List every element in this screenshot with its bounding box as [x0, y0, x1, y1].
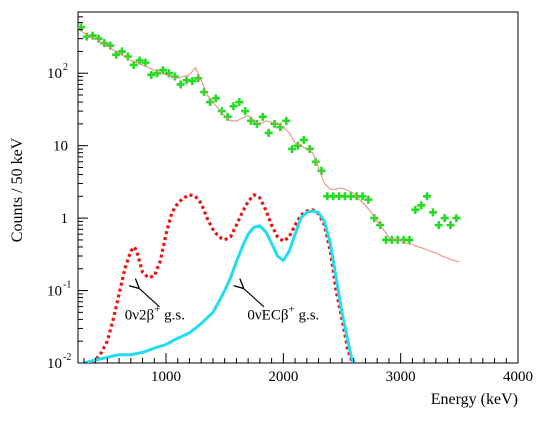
data-point-marker — [217, 107, 226, 116]
data-point-marker — [423, 192, 432, 201]
data-point-marker — [417, 201, 426, 210]
y-tick-label: 1 — [61, 211, 69, 227]
data-point-marker — [370, 214, 379, 223]
series-line-fit — [78, 27, 460, 263]
data-point-marker — [235, 98, 244, 107]
data-point-marker — [135, 56, 144, 65]
data-point-marker — [264, 128, 273, 137]
data-point-marker — [159, 66, 168, 75]
data-point-marker — [446, 221, 455, 230]
data-point-marker — [452, 214, 461, 223]
series-line-solid — [83, 209, 356, 363]
data-point-marker — [188, 77, 197, 86]
data-point-marker — [288, 144, 297, 153]
annotation-arrow — [138, 288, 160, 308]
data-point-marker — [194, 74, 203, 83]
data-point-marker — [100, 39, 109, 48]
data-point-marker — [364, 195, 373, 204]
y-tick-label: 10 — [53, 139, 68, 155]
plot-frame — [77, 11, 519, 364]
data-point-marker — [88, 31, 97, 40]
data-point-marker — [411, 205, 420, 214]
data-point-marker — [176, 80, 185, 89]
data-point-marker — [112, 50, 121, 59]
data-point-marker — [129, 60, 138, 69]
data-point-marker — [229, 102, 238, 111]
data-point-marker — [147, 70, 156, 79]
data-point-marker — [434, 221, 443, 230]
x-tick-label: 4000 — [503, 369, 533, 385]
annotation-label: 0ν2β+ g.s. — [125, 303, 185, 323]
data-point-marker — [440, 214, 449, 223]
data-point-marker — [223, 112, 232, 121]
data-point-marker — [405, 235, 414, 244]
y-axis-title: Counts / 50 keV — [9, 137, 26, 242]
y-tick-label: 10 — [47, 66, 62, 82]
data-point-marker — [200, 88, 209, 97]
data-point-marker — [282, 116, 291, 125]
data-point-marker — [118, 47, 126, 56]
x-tick-label: 2000 — [268, 369, 298, 385]
data-point-marker — [428, 208, 437, 217]
y-tick-exponent: 2 — [63, 62, 68, 73]
series-line-dashed — [91, 193, 355, 363]
x-axis-title: Energy (keV) — [431, 391, 518, 408]
data-point-marker — [258, 112, 267, 121]
annotation-label: 0νECβ+ g.s. — [247, 303, 319, 323]
data-point-marker — [241, 107, 250, 116]
data-point-marker — [358, 192, 367, 201]
y-tick-label: 10 — [47, 284, 62, 300]
data-point-marker — [299, 135, 308, 144]
data-point-marker — [211, 94, 220, 103]
data-point-marker — [141, 58, 150, 67]
y-tick-label: 10 — [47, 356, 62, 372]
y-tick-exponent: -1 — [63, 280, 71, 291]
data-point-marker — [317, 166, 326, 175]
x-tick-label: 1000 — [151, 369, 181, 385]
y-tick-exponent: -2 — [63, 352, 71, 363]
annotation-arrow — [243, 288, 265, 308]
x-tick-label: 3000 — [386, 369, 416, 385]
